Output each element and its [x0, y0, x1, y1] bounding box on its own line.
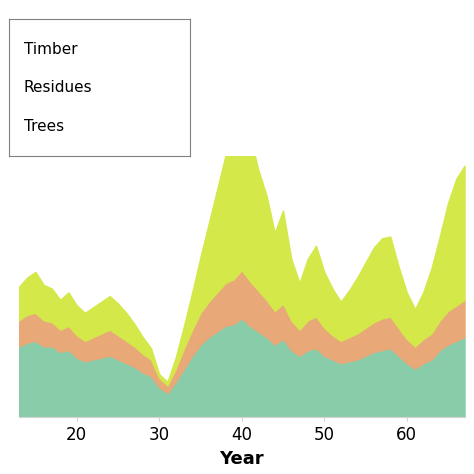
Text: Timber: Timber: [24, 42, 78, 57]
Text: Residues: Residues: [24, 80, 92, 95]
Text: Trees: Trees: [24, 118, 64, 134]
X-axis label: Year: Year: [219, 450, 264, 468]
